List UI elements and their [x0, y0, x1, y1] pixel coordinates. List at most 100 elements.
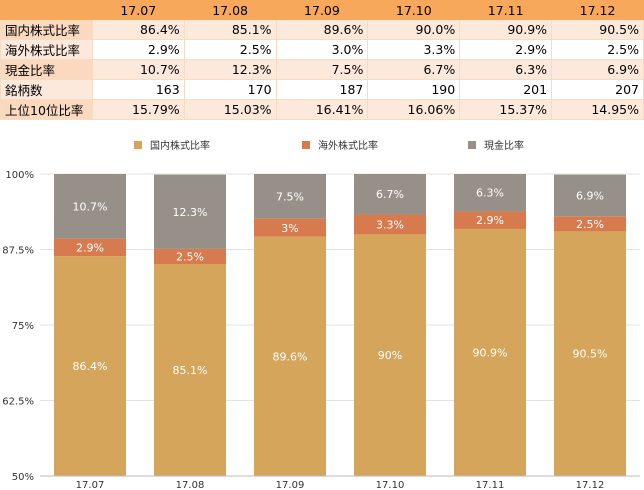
- bar-segment: [54, 174, 126, 239]
- table-cell: 2.5%: [183, 39, 277, 60]
- column-header: 17.08: [183, 0, 277, 20]
- table-cell: 3.0%: [275, 39, 369, 60]
- bar-segment: [554, 216, 626, 232]
- data-label: 3.3%: [376, 218, 404, 231]
- bar-segment: [354, 234, 426, 476]
- bar-segment: [254, 218, 326, 237]
- data-label: 89.6%: [273, 350, 308, 363]
- table-cell: 10.7%: [91, 59, 185, 80]
- x-tick-label: 17.07: [76, 480, 105, 490]
- table-cell: 3.3%: [367, 39, 461, 60]
- table-cell: 187: [275, 79, 369, 100]
- column-header: 17.09: [275, 0, 369, 20]
- bar-segment: [154, 248, 226, 264]
- y-tick-label: 100%: [5, 170, 34, 181]
- row-label: 銘柄数: [0, 79, 93, 100]
- data-label: 90.9%: [473, 346, 508, 359]
- table-cell: 7.5%: [275, 59, 369, 80]
- table-cell: 15.03%: [183, 99, 277, 120]
- legend-swatch: [134, 141, 142, 149]
- column-header: 17.10: [367, 0, 461, 20]
- table-cell: 6.7%: [367, 59, 461, 80]
- data-label: 2.9%: [76, 241, 104, 254]
- bar-segment: [254, 174, 326, 219]
- table-cell: 190: [367, 79, 461, 100]
- table-cell: 15.37%: [459, 99, 553, 120]
- table-cell: 15.79%: [91, 99, 185, 120]
- x-tick-label: 17.09: [276, 480, 305, 490]
- column-header: 17.12: [551, 0, 644, 20]
- table-cell: 2.9%: [459, 39, 553, 60]
- data-label: 7.5%: [276, 190, 304, 203]
- bar-segment: [454, 211, 526, 229]
- bar-segment: [554, 231, 626, 476]
- bar-segment: [154, 263, 226, 476]
- data-label: 2.9%: [476, 214, 504, 227]
- summary-table: 17.07 17.08 17.09 17.10 17.11 17.12 国内株式…: [0, 0, 644, 120]
- data-label: 90%: [378, 349, 402, 362]
- table-cell: 207: [551, 79, 644, 100]
- row-label: 現金比率: [0, 59, 93, 80]
- data-label: 12.3%: [173, 206, 208, 219]
- table-row: 国内株式比率 86.4% 85.1% 89.6% 90.0% 90.9% 90.…: [0, 19, 644, 40]
- x-tick-label: 17.08: [176, 480, 205, 490]
- bar-segment: [354, 214, 426, 235]
- table-cell: 16.06%: [367, 99, 461, 120]
- x-tick-label: 17.10: [376, 480, 405, 490]
- data-label: 10.7%: [73, 200, 108, 213]
- table-cell: 170: [183, 79, 277, 100]
- legend-label: 国内株式比率: [150, 139, 210, 152]
- y-tick-label: 87.5%: [2, 246, 34, 257]
- x-tick-label: 17.11: [476, 480, 505, 490]
- table-cell: 163: [91, 79, 185, 100]
- table-cell: 90.9%: [459, 19, 553, 40]
- legend-label: 現金比率: [484, 139, 524, 152]
- stacked-bar-chart: 国内株式比率 海外株式比率 現金比率 50% 62.5% 75% 87.5% 100% 86.4…: [2, 139, 640, 490]
- bar-segment: [554, 174, 626, 217]
- data-label: 6.7%: [376, 188, 404, 201]
- table-row: 現金比率 10.7% 12.3% 7.5% 6.7% 6.3% 6.9%: [0, 59, 644, 80]
- data-label: 86.4%: [73, 360, 108, 373]
- bar-segment: [54, 238, 126, 257]
- bar-segment: [354, 174, 426, 215]
- y-tick-label: 50%: [12, 472, 34, 483]
- table-cell: 2.5%: [551, 39, 644, 60]
- table-cell: 6.9%: [551, 59, 644, 80]
- table-row: 海外株式比率 2.9% 2.5% 3.0% 3.3% 2.9% 2.5%: [0, 39, 644, 60]
- legend-swatch: [468, 141, 476, 149]
- table-cell: 2.9%: [91, 39, 185, 60]
- row-label: 上位10位比率: [0, 99, 93, 120]
- legend-label: 海外株式比率: [318, 139, 378, 152]
- table-header-row: 17.07 17.08 17.09 17.10 17.11 17.12: [0, 0, 644, 20]
- table-cell: 90.5%: [551, 19, 644, 40]
- row-label: 国内株式比率: [0, 19, 93, 40]
- data-label: 6.9%: [576, 189, 604, 202]
- table-cell: 16.41%: [275, 99, 369, 120]
- data-label: 2.5%: [176, 250, 204, 263]
- table-cell: 12.3%: [183, 59, 277, 80]
- y-tick-label: 62.5%: [2, 397, 34, 408]
- bar-segment: [454, 174, 526, 212]
- table-row: 銘柄数 163 170 187 190 201 207: [0, 79, 644, 100]
- x-tick-label: 17.12: [576, 480, 605, 490]
- table-cell: 14.95%: [551, 99, 644, 120]
- column-header: 17.07: [91, 0, 185, 20]
- y-tick-label: 75%: [12, 321, 34, 332]
- row-label: 海外株式比率: [0, 39, 93, 60]
- table-cell: 201: [459, 79, 553, 100]
- bar-segment: [454, 228, 526, 476]
- legend-swatch: [302, 141, 310, 149]
- data-label: 3%: [281, 222, 298, 235]
- table-cell: 90.0%: [367, 19, 461, 40]
- table-cell: 6.3%: [459, 59, 553, 80]
- data-label: 90.5%: [573, 348, 608, 361]
- table-cell: 89.6%: [275, 19, 369, 40]
- data-label: 85.1%: [173, 364, 208, 377]
- table-cell: 85.1%: [183, 19, 277, 40]
- data-label: 2.5%: [576, 218, 604, 231]
- table-cell: 86.4%: [91, 19, 185, 40]
- bar-segment: [154, 174, 226, 249]
- table-corner: [0, 0, 93, 20]
- column-header: 17.11: [459, 0, 553, 20]
- bar-segment: [54, 256, 126, 476]
